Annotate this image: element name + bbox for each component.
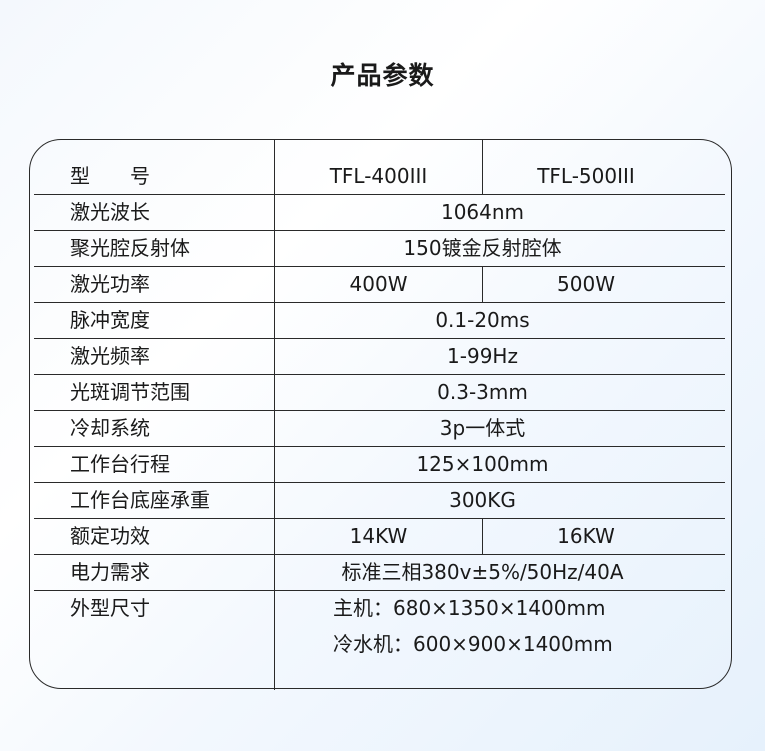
row-value: 125×100mm [416, 452, 549, 476]
row-label: 激光功率 [70, 272, 150, 296]
row-value-line: 主机：680×1350×1400mm [333, 596, 606, 620]
row-divider [34, 338, 725, 339]
row-divider [34, 230, 725, 231]
row-value: 3p一体式 [439, 416, 526, 440]
row-value-line: 冷水机：600×900×1400mm [333, 632, 613, 656]
row-label: 脉冲宽度 [70, 308, 150, 332]
row-label: 聚光腔反射体 [70, 236, 190, 260]
row-divider [34, 266, 725, 267]
model-name: TFL-500III [537, 164, 635, 188]
column-divider [482, 139, 483, 194]
column-divider [482, 518, 483, 554]
row-divider [34, 518, 725, 519]
column-divider [482, 266, 483, 302]
row-label: 额定功效 [70, 524, 150, 548]
row-label: 外型尺寸 [70, 596, 150, 620]
row-value: 150镀金反射腔体 [403, 236, 562, 260]
row-divider [34, 482, 725, 483]
row-divider [34, 374, 725, 375]
row-divider [34, 554, 725, 555]
row-divider [34, 302, 725, 303]
row-value: 标准三相380v±5%/50Hz/40A [341, 560, 624, 584]
row-value: 14KW [349, 524, 408, 548]
row-value: 0.3-3mm [437, 380, 528, 404]
row-divider [34, 590, 725, 591]
row-value: 0.1-20ms [435, 308, 530, 332]
row-value: 1-99Hz [447, 344, 518, 368]
row-value: 500W [557, 272, 615, 296]
row-label: 工作台行程 [70, 452, 170, 476]
row-label: 激光频率 [70, 344, 150, 368]
row-value: 16KW [557, 524, 615, 548]
row-divider [34, 410, 725, 411]
row-label: 激光波长 [70, 200, 150, 224]
row-value: 400W [349, 272, 408, 296]
model-name: TFL-400III [329, 164, 428, 188]
column-divider [274, 139, 275, 690]
row-label: 工作台底座承重 [70, 488, 210, 512]
row-label: 冷却系统 [70, 416, 150, 440]
row-label: 光斑调节范围 [70, 380, 190, 404]
row-value: 300KG [449, 488, 516, 512]
spec-table [29, 139, 732, 689]
row-divider [34, 446, 725, 447]
row-value: 1064nm [440, 200, 525, 224]
row-label: 电力需求 [70, 560, 150, 584]
page-title: 产品参数 [330, 61, 435, 90]
header-label: 型 号 [70, 164, 150, 188]
row-divider [34, 194, 725, 195]
